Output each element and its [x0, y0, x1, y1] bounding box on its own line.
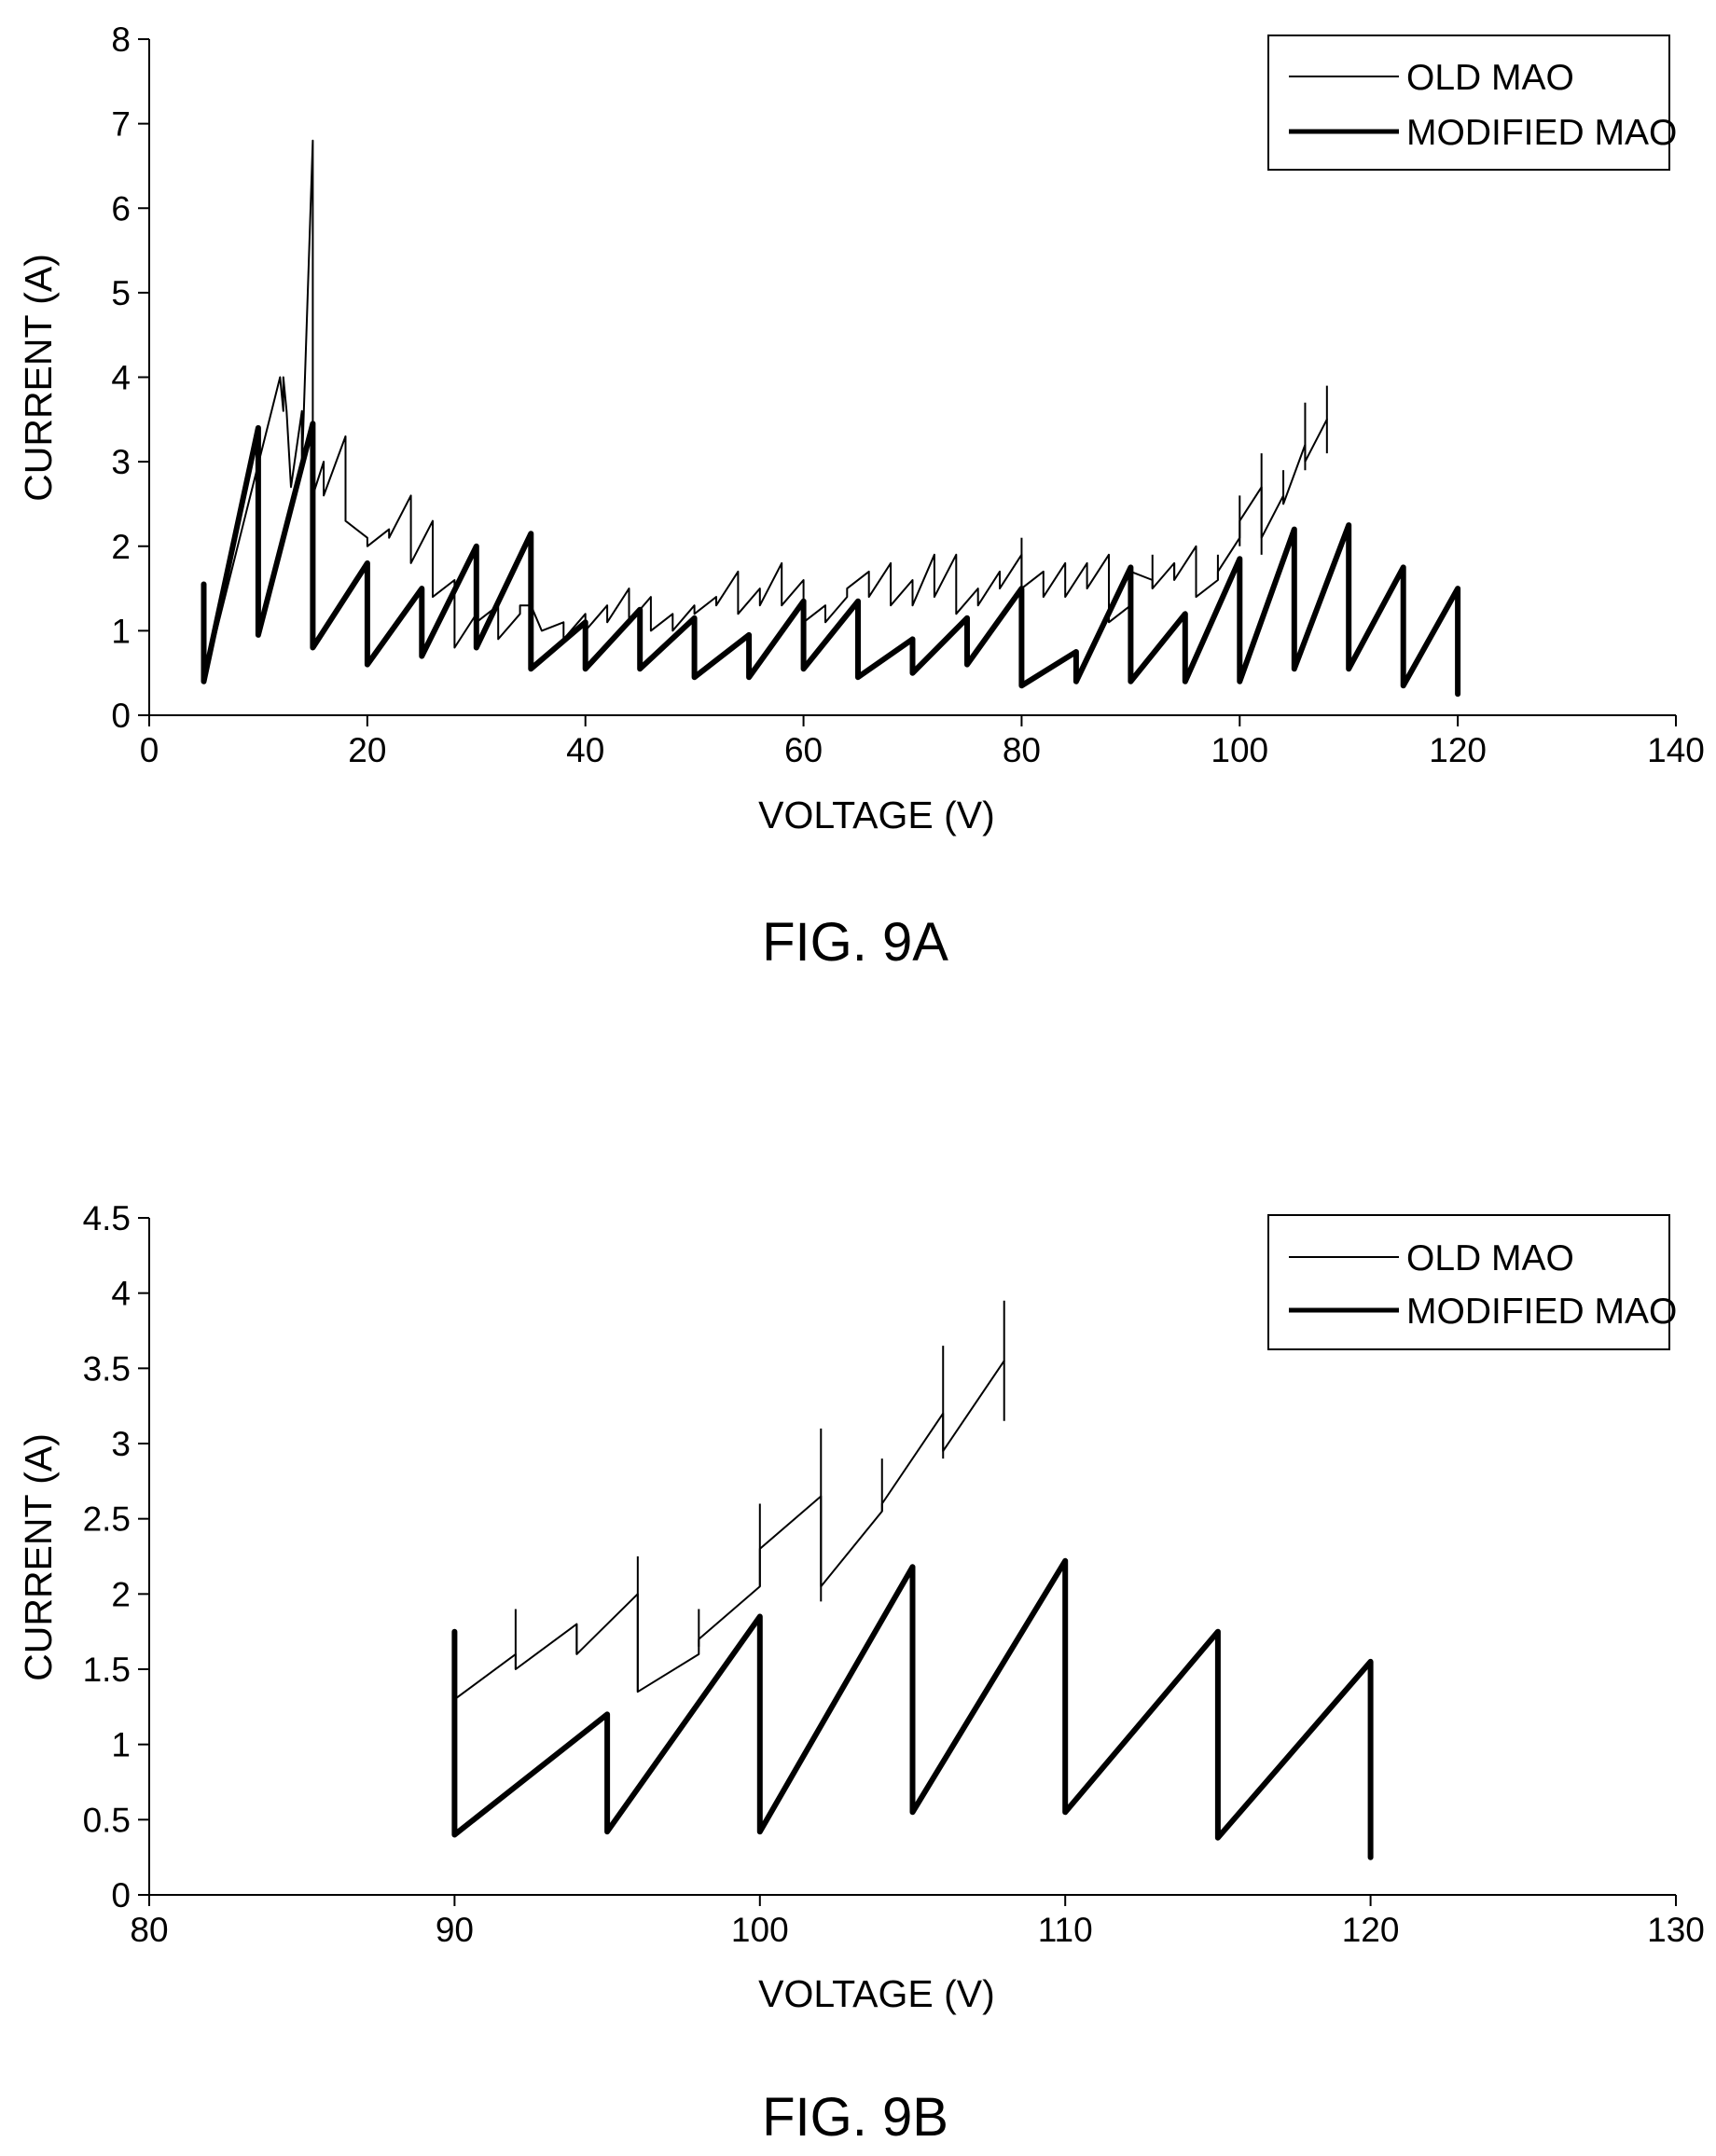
- x-tick-label: 20: [348, 731, 386, 769]
- x-tick-label: 80: [1003, 731, 1041, 769]
- x-axis-title: VOLTAGE (V): [758, 1972, 995, 2015]
- y-tick-label: 7: [111, 105, 131, 144]
- legend-label-old-mao: OLD MAO: [1406, 1238, 1574, 1278]
- x-tick-label: 100: [1211, 731, 1268, 769]
- legend-box: [1267, 1214, 1670, 1350]
- y-tick-label: 6: [111, 189, 131, 228]
- y-tick-label: 5: [111, 274, 131, 312]
- y-tick-label: 0: [111, 1876, 131, 1914]
- legend-fig-9b: OLD MAO MODIFIED MAO: [1267, 1214, 1677, 1350]
- y-tick-label: 4.5: [83, 1199, 131, 1237]
- y-axis-title: CURRENT (A): [17, 1433, 60, 1681]
- series-line-modified-mao: [451, 1557, 1374, 1860]
- figure-caption: FIG. 9A: [762, 912, 948, 973]
- x-tick-label: 40: [566, 731, 604, 769]
- y-tick-label: 1: [111, 612, 131, 650]
- x-tick-label: 0: [140, 731, 159, 769]
- x-tick-label: 140: [1647, 731, 1705, 769]
- x-axis-title: VOLTAGE (V): [758, 794, 995, 836]
- y-tick-label: 0.5: [83, 1801, 131, 1839]
- axes-fig-9a: 0 20 40 60 80 100 120 140 0 1 2 3 4 5 6 7 8: [111, 21, 1704, 769]
- legend-label-modified-mao: MODIFIED MAO: [1406, 1292, 1677, 1332]
- y-tick-label: 4: [111, 1275, 131, 1313]
- x-tick-label: 60: [784, 731, 823, 769]
- y-tick-label: 3.5: [83, 1349, 131, 1388]
- x-tick-label: 100: [731, 1911, 789, 1949]
- y-tick-label: 8: [111, 21, 131, 59]
- chart-fig-9b: 80 90 100 110 120 130 0 0.5 1 1.5 2 2.5 3 3.5 4 4.5 OLD…: [17, 1199, 1705, 2148]
- axes-fig-9b: 80 90 100 110 120 130 0 0.5 1 1.5 2 2.5 3 3.5 4 4.5: [83, 1199, 1705, 1949]
- x-tick-label: 120: [1429, 731, 1487, 769]
- y-axis-title: CURRENT (A): [17, 254, 60, 502]
- x-tick-label: 80: [130, 1911, 168, 1949]
- legend-label-old-mao: OLD MAO: [1406, 58, 1574, 98]
- y-tick-label: 2: [111, 1575, 131, 1613]
- y-tick-label: 3: [111, 443, 131, 481]
- x-tick-label: 130: [1647, 1911, 1705, 1949]
- y-tick-label: 4: [111, 359, 131, 397]
- y-tick-label: 2: [111, 528, 131, 566]
- y-tick-label: 0: [111, 697, 131, 735]
- legend-label-modified-mao: MODIFIED MAO: [1406, 113, 1677, 153]
- plot-area-fig-9b: [451, 1300, 1374, 1860]
- x-tick-label: 120: [1342, 1911, 1400, 1949]
- chart-fig-9a: 0 20 40 60 80 100 120 140 0 1 2 3 4 5 6 7 8 OLD MAO MODI…: [17, 21, 1705, 973]
- legend-box: [1267, 35, 1670, 171]
- series-line-old-mao: [453, 1360, 1005, 1701]
- figure-caption: FIG. 9B: [762, 2087, 948, 2148]
- y-tick-label: 2.5: [83, 1500, 131, 1539]
- plot-area-fig-9a: [201, 139, 1461, 698]
- legend-fig-9a: OLD MAO MODIFIED MAO: [1267, 35, 1677, 171]
- series-line-modified-mao: [201, 421, 1461, 698]
- y-tick-label: 1: [111, 1726, 131, 1764]
- y-tick-label: 3: [111, 1425, 131, 1463]
- x-tick-label: 110: [1038, 1911, 1093, 1949]
- x-tick-label: 90: [436, 1911, 474, 1949]
- y-tick-label: 1.5: [83, 1651, 131, 1689]
